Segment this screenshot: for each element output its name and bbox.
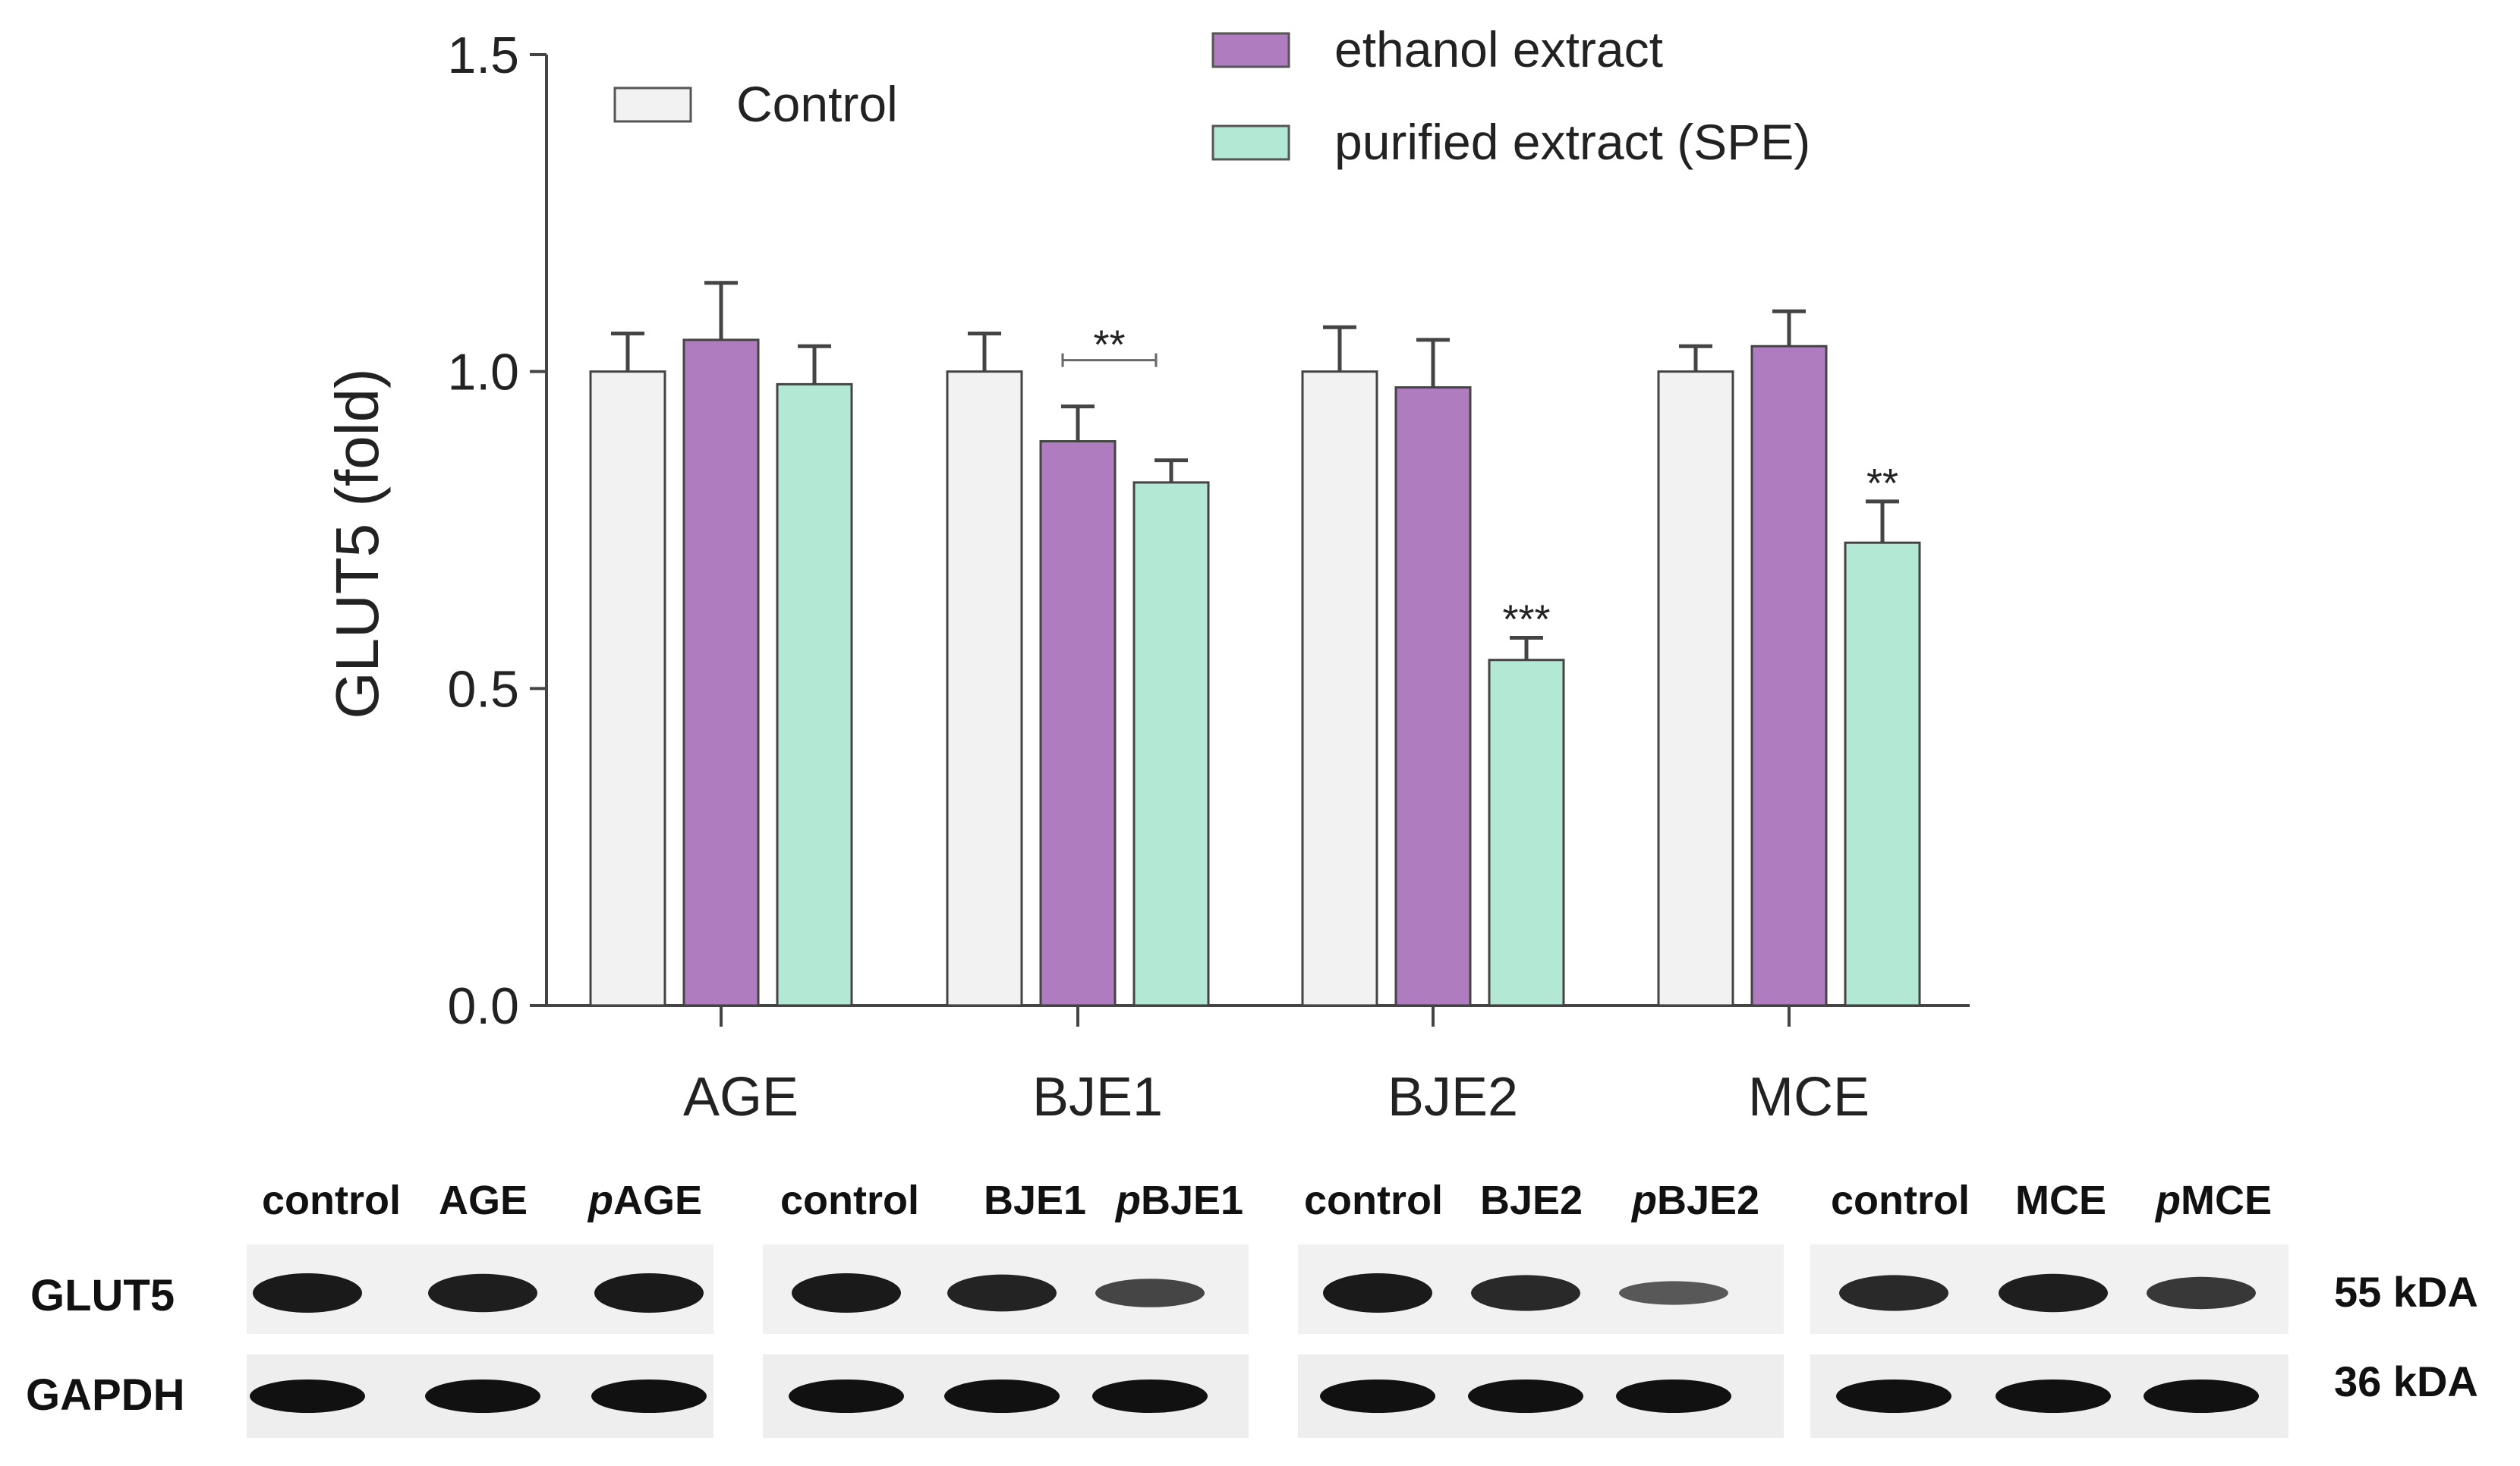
lane-label: pMCE	[2154, 1178, 2272, 1223]
band-gapdh	[789, 1379, 904, 1413]
bar-mce-series-0	[1657, 370, 1734, 1007]
legend-swatch-1	[1211, 32, 1290, 68]
bar-bje2-series-2	[1488, 659, 1565, 1007]
lane-label: BJE2	[1480, 1178, 1583, 1223]
band-glut5	[1095, 1279, 1205, 1307]
significance-label: **	[1866, 461, 1898, 506]
lane-name: BJE1	[1141, 1178, 1243, 1223]
lane-prefix: p	[2154, 1178, 2181, 1223]
lane-name: AGE	[613, 1178, 702, 1223]
legend-label-0: Control	[736, 76, 898, 132]
legend-swatch-0	[613, 87, 692, 123]
lane-prefix: p	[1114, 1178, 1141, 1223]
bar-bje1-series-1	[1039, 440, 1117, 1007]
lane-prefix: p	[587, 1178, 613, 1223]
band-glut5	[1619, 1281, 1728, 1305]
bar-bje1-series-2	[1132, 481, 1210, 1007]
bar-age-series-1	[682, 338, 760, 1007]
x-tick-label: MCE	[1748, 1067, 1870, 1128]
band-glut5	[2147, 1276, 2256, 1310]
lane-name: BJE2	[1657, 1178, 1759, 1223]
lane-name: MCE	[2181, 1178, 2272, 1223]
band-gapdh	[425, 1379, 540, 1413]
legend-label-1: ethanol extract	[1334, 21, 1663, 77]
y-axis-label: GLUT5 (fold)	[323, 368, 391, 719]
lane-label: control	[1304, 1178, 1443, 1223]
band-glut5	[594, 1273, 704, 1313]
x-tick-label: AGE	[683, 1067, 799, 1128]
lane-prefix: p	[1630, 1178, 1657, 1223]
band-glut5	[1999, 1273, 2108, 1313]
y-tick-label: 0.5	[447, 660, 519, 718]
bar-bje2-series-0	[1301, 370, 1378, 1007]
lane-label: control	[1831, 1178, 1970, 1223]
band-glut5	[1471, 1275, 1580, 1311]
lane-label: control	[780, 1178, 919, 1223]
band-gapdh	[2144, 1379, 2259, 1413]
size-label-36: 36 kDA	[2334, 1357, 2478, 1405]
lane-label: AGE	[439, 1178, 528, 1223]
band-gapdh	[1092, 1379, 1208, 1413]
legend-swatch-2	[1211, 124, 1290, 161]
band-glut5	[947, 1274, 1057, 1312]
band-glut5	[792, 1273, 901, 1313]
x-tick-label: BJE1	[1032, 1067, 1163, 1128]
row-label-gapdh: GAPDH	[26, 1370, 184, 1420]
lane-label: BJE1	[984, 1178, 1086, 1223]
bar-mce-series-1	[1750, 344, 1828, 1007]
band-glut5	[1323, 1273, 1432, 1313]
band-glut5	[428, 1273, 537, 1313]
bar-age-series-0	[589, 370, 666, 1007]
lane-label: pAGE	[587, 1178, 702, 1223]
significance-label: ***	[1502, 597, 1550, 643]
band-gapdh	[1320, 1379, 1435, 1413]
y-tick-label: 1.0	[447, 344, 519, 401]
band-gapdh	[591, 1379, 707, 1413]
lane-label: pBJE1	[1114, 1178, 1243, 1223]
row-label-glut5: GLUT5	[30, 1271, 175, 1320]
band-gapdh	[250, 1379, 365, 1413]
bar-age-series-2	[776, 382, 853, 1007]
y-tick-label: 1.5	[447, 27, 519, 84]
band-gapdh	[1468, 1379, 1583, 1413]
band-gapdh	[1836, 1379, 1951, 1413]
significance-label: **	[1093, 322, 1125, 368]
lane-label: control	[262, 1178, 401, 1223]
bar-mce-series-2	[1844, 541, 1921, 1007]
x-tick-label: BJE2	[1388, 1067, 1518, 1128]
band-gapdh	[1996, 1379, 2111, 1413]
bar-bje1-series-0	[946, 370, 1023, 1007]
lane-label: MCE	[2015, 1178, 2106, 1223]
band-glut5	[253, 1273, 362, 1313]
band-gapdh	[1616, 1379, 1731, 1413]
band-glut5	[1839, 1275, 1948, 1311]
bar-chart: 0.0 0.5 1.0 1.5 GLUT5 (fold) AGE BJE1 BJE2 MCE **…	[323, 27, 1970, 1128]
size-label-55: 55 kDA	[2334, 1268, 2478, 1316]
legend-label-2: purified extract (SPE)	[1334, 114, 1810, 170]
legend: Control ethanol extract purified extract (…	[613, 21, 1810, 170]
band-gapdh	[944, 1379, 1060, 1413]
lane-label: pBJE2	[1630, 1178, 1759, 1223]
y-tick-label: 0.0	[447, 977, 519, 1035]
bar-bje2-series-1	[1394, 386, 1472, 1007]
